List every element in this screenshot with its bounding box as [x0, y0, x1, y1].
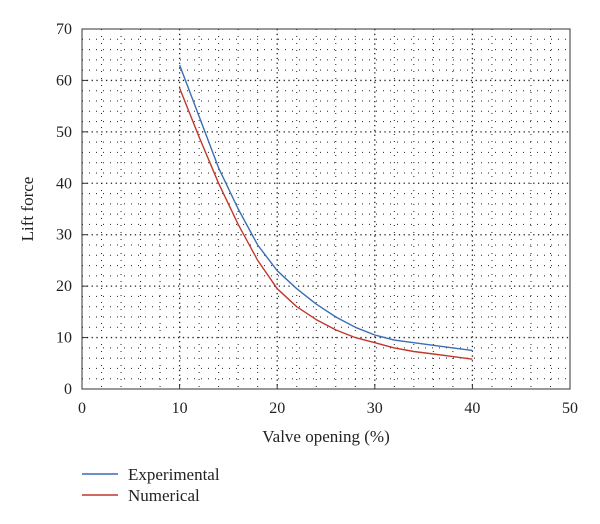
- y-tick-label: 70: [56, 21, 72, 38]
- x-tick-label: 0: [78, 400, 86, 417]
- y-tick-label: 50: [56, 124, 72, 141]
- series-line-experimental: [178, 64, 473, 352]
- legend: Experimental Numerical: [82, 465, 220, 505]
- x-tick-label: 50: [562, 400, 578, 417]
- legend-label-experimental: Experimental: [128, 465, 220, 484]
- legend-label-numerical: Numerical: [128, 486, 200, 505]
- series-line-numerical: [178, 87, 473, 360]
- x-tick-label: 40: [464, 400, 480, 417]
- x-tick-label: 10: [172, 400, 188, 417]
- grid: [82, 29, 570, 389]
- series-layer: [178, 64, 473, 360]
- y-tick-label: 40: [56, 175, 72, 192]
- y-tick-label: 10: [56, 330, 72, 347]
- axis-ticks: 0 10 20 30 40 50 0 10 20 30 40 50 60 70: [56, 21, 578, 417]
- y-tick-label: 0: [64, 381, 72, 398]
- y-tick-label: 20: [56, 278, 72, 295]
- y-tick-label: 60: [56, 72, 72, 89]
- y-axis-label: Lift force: [18, 177, 37, 242]
- y-tick-label: 30: [56, 227, 72, 244]
- x-tick-label: 30: [367, 400, 383, 417]
- x-axis-label: Valve opening (%): [262, 427, 389, 446]
- x-tick-label: 20: [269, 400, 285, 417]
- plot-frame: [81, 28, 571, 390]
